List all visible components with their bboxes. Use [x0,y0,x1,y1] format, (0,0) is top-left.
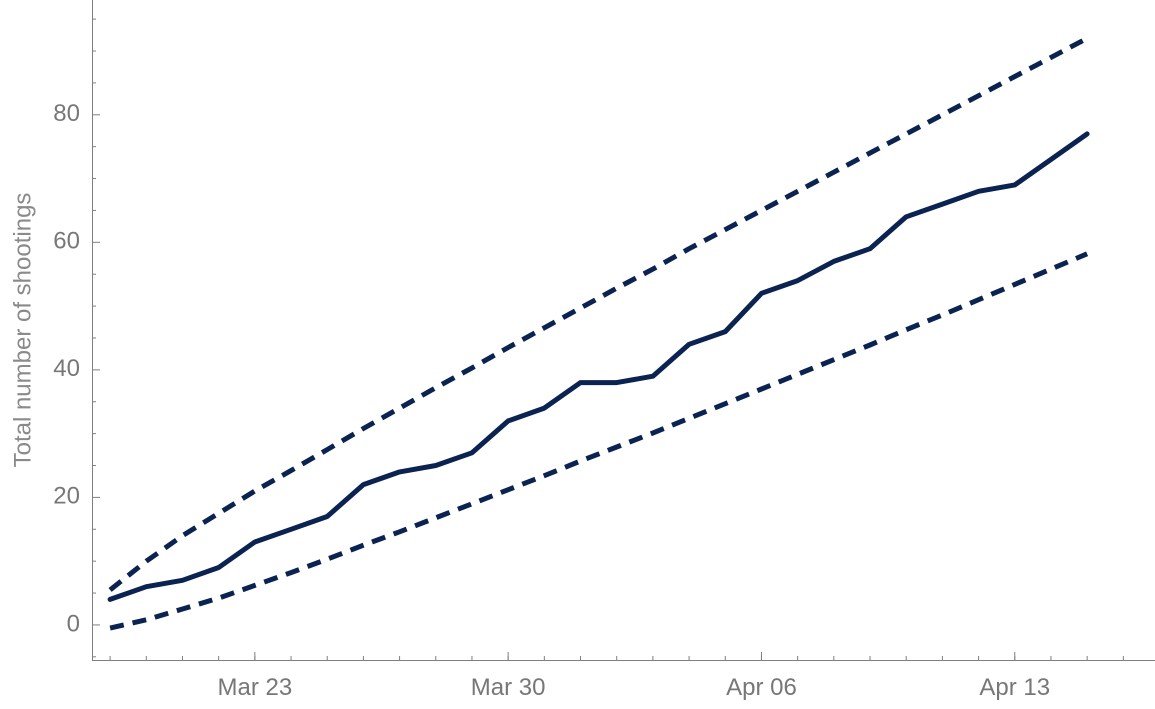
y-ticks: 0 20 40 60 80 [53,100,100,637]
series-layer [107,36,1090,631]
x-tick-label: Apr 06 [726,674,797,701]
series-line-lower-bound [109,251,1089,631]
x-tick-label: Mar 23 [217,674,292,701]
y-tick-label: 80 [53,100,80,127]
y-tick-label: 60 [53,228,80,255]
axes [92,0,1155,661]
x-ticks: Mar 23 Mar 30 Apr 06 Apr 13 [217,652,1050,701]
y-tick-label: 20 [53,483,80,510]
x-tick-label: Apr 13 [979,674,1050,701]
y-tick-label: 40 [53,355,80,382]
series-line-upper-bound [108,36,1089,592]
x-tick-label: Mar 30 [471,674,546,701]
series-line-observed [107,131,1090,602]
y-tick-label: 0 [67,610,80,637]
y-axis-title: Total number of shootings [9,193,36,468]
minor-ticks [92,18,1124,660]
